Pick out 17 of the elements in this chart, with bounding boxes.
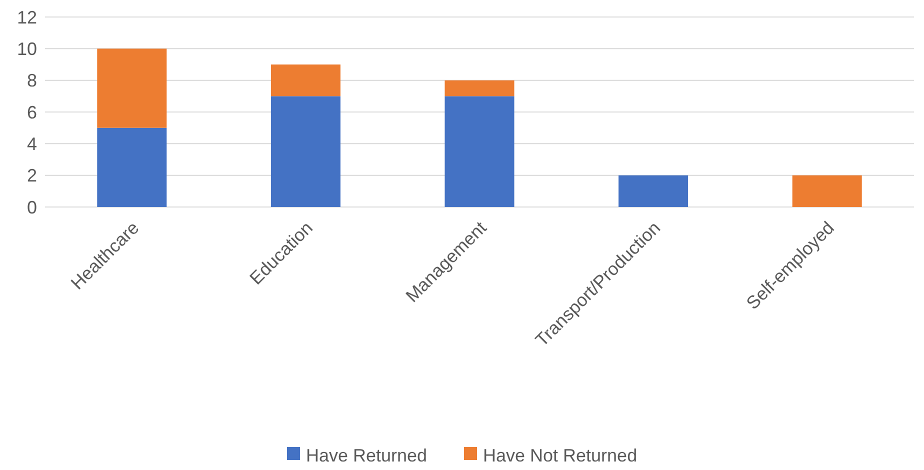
bar (444, 80, 514, 96)
bar (97, 48, 167, 128)
y-tick-label: 10 (16, 38, 37, 59)
y-tick-label: 4 (26, 134, 37, 154)
legend-label: Have Not Returned (483, 445, 638, 466)
bar (618, 175, 688, 207)
bar (792, 175, 862, 207)
y-tick-label: 8 (26, 70, 37, 91)
legend-label: Have Returned (306, 445, 428, 466)
bar (270, 64, 340, 96)
bar (270, 96, 340, 207)
bar (444, 96, 514, 207)
bar (97, 128, 167, 207)
y-tick-label: 6 (26, 102, 37, 122)
y-tick-label: 2 (26, 166, 37, 186)
y-tick-label: 12 (16, 7, 37, 28)
y-tick-label: 0 (26, 197, 37, 218)
